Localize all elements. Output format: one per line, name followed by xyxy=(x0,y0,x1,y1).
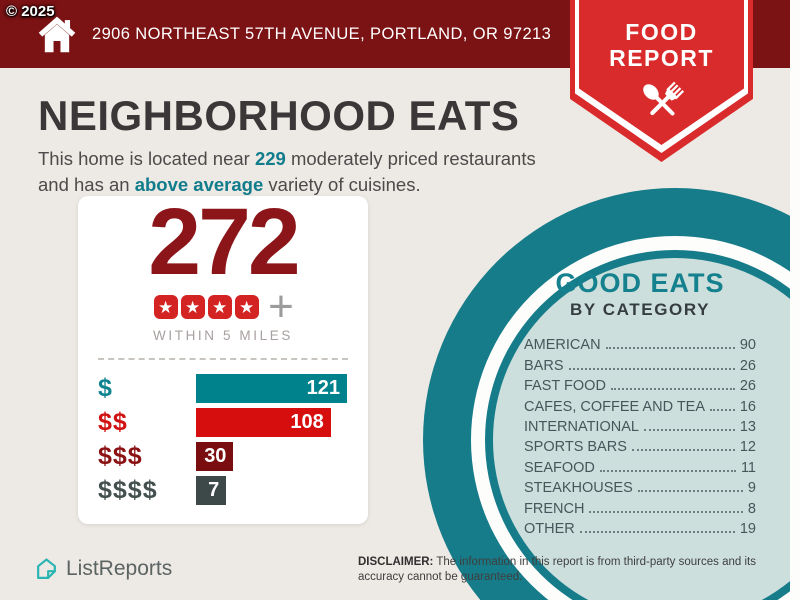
price-tier-row: $$$ 30 xyxy=(98,442,348,471)
house-icon xyxy=(38,16,76,53)
dotted-leader xyxy=(710,408,735,411)
total-restaurant-count: 272 xyxy=(148,189,301,295)
food-report-badge: FOOD REPORT xyxy=(570,0,753,162)
category-label: OTHER xyxy=(524,520,575,537)
category-value: 90 xyxy=(739,337,756,354)
category-row: STEAKHOUSES 9 xyxy=(524,476,756,496)
property-address: 2906 NORTHEAST 57TH AVENUE, PORTLAND, OR… xyxy=(92,24,552,43)
category-label: AMERICAN xyxy=(524,337,601,354)
price-tier-row: $$$$ 7 xyxy=(98,476,348,505)
category-row: BARS 26 xyxy=(524,353,756,374)
category-value: 13 xyxy=(739,418,756,435)
badge-title-line2: REPORT xyxy=(609,44,714,71)
category-value: 19 xyxy=(739,520,756,537)
yelp-star-icon: ★ xyxy=(234,295,259,319)
price-tier-label: $$$ xyxy=(98,442,143,470)
subtitle-post: variety of cuisines. xyxy=(263,174,421,196)
price-tier-label: $$ xyxy=(98,408,128,436)
listreports-house-icon xyxy=(37,558,56,579)
dotted-leader xyxy=(610,388,735,391)
category-label: FRENCH xyxy=(524,500,585,517)
category-value: 16 xyxy=(739,398,756,415)
price-tier-row: $$ 108 xyxy=(98,408,348,437)
subtitle-mid: moderately priced restaurants and has an xyxy=(38,148,536,196)
variety-highlight: above average xyxy=(134,174,264,196)
category-label: CAFES, COFFEE AND TEA xyxy=(524,398,706,415)
category-value: 26 xyxy=(739,357,756,374)
disclaimer: DISCLAIMER: The information in this repo… xyxy=(358,555,790,585)
category-value: 8 xyxy=(747,500,756,517)
category-row: SEAFOOD 11 xyxy=(524,455,756,476)
category-label: SEAFOOD xyxy=(524,459,595,476)
category-row: CAFES, COFFEE AND TEA 16 xyxy=(524,394,756,415)
disclaimer-label: DISCLAIMER: xyxy=(358,556,434,568)
star-rating-row: ★ ★ ★ ★ + xyxy=(98,282,348,331)
price-tier-bar: 30 xyxy=(196,442,234,471)
dotted-leader xyxy=(631,449,735,452)
category-row: FAST FOOD 26 xyxy=(524,374,756,394)
good-eats-title: GOOD EATS xyxy=(555,268,725,298)
dotted-leader xyxy=(643,428,735,431)
crossed-spoon-fork-icon xyxy=(642,81,684,116)
category-label: STEAKHOUSES xyxy=(524,480,633,497)
dotted-leader xyxy=(605,347,735,350)
category-row: OTHER 19 xyxy=(524,517,756,537)
dotted-leader xyxy=(589,510,743,513)
price-tier-label: $$$$ xyxy=(98,476,158,504)
subtitle-pre: This home is located near xyxy=(38,148,255,169)
price-tier-value: 121 xyxy=(306,377,340,399)
dotted-leader xyxy=(579,530,735,533)
dotted-leader xyxy=(637,490,743,493)
page-title: NEIGHBORHOOD EATS xyxy=(38,92,520,139)
restaurant-count: 229 xyxy=(254,148,286,169)
category-list: AMERICAN 90 BARS 26 FAST FOOD 26 CAFES, COFFEE… xyxy=(524,333,756,537)
star-icons: ★ ★ ★ ★ xyxy=(152,295,260,319)
good-eats-subtitle: BY CATEGORY xyxy=(569,300,711,319)
price-tier-value: 108 xyxy=(290,411,324,433)
listreports-logo: ListReports xyxy=(34,556,172,581)
category-row: SPORTS BARS 12 xyxy=(524,435,756,455)
price-tier-value: 7 xyxy=(208,479,220,501)
page-subtitle: This home is located near 229 moderately… xyxy=(38,146,570,199)
badge-title-line1: FOOD xyxy=(625,19,698,45)
good-eats-panel: GOOD EATS BY CATEGORY AMERICAN 90 BARS 26 FA… xyxy=(524,268,756,537)
category-value: 26 xyxy=(739,378,756,395)
dotted-leader xyxy=(568,367,735,370)
radius-label: WITHIN 5 MILES xyxy=(153,328,293,343)
category-label: SPORTS BARS xyxy=(524,439,627,456)
copyright-notice: © 2025 xyxy=(6,3,55,20)
yelp-star-icon: ★ xyxy=(153,295,178,319)
category-label: INTERNATIONAL xyxy=(524,418,639,435)
price-tier-label: $ xyxy=(98,374,113,402)
dotted-leader xyxy=(599,469,736,472)
yelp-star-icon: ★ xyxy=(207,295,232,319)
category-row: FRENCH 8 xyxy=(524,496,756,517)
category-value: 9 xyxy=(747,480,756,497)
category-label: FAST FOOD xyxy=(524,378,606,395)
category-row: INTERNATIONAL 13 xyxy=(524,415,756,435)
price-tier-value: 30 xyxy=(204,445,227,467)
category-value: 11 xyxy=(740,459,756,476)
category-value: 12 xyxy=(739,439,756,456)
right-page-margin xyxy=(790,0,800,600)
category-row: AMERICAN 90 xyxy=(524,333,756,353)
price-tier-bar: 121 xyxy=(196,374,347,403)
category-label: BARS xyxy=(524,357,564,374)
price-tier-bar: 7 xyxy=(196,476,227,505)
dashed-divider xyxy=(98,358,348,360)
badge-content: FOOD REPORT xyxy=(570,0,753,135)
yelp-star-icon: ★ xyxy=(180,295,205,319)
listreports-logo-text: ListReports xyxy=(66,556,173,580)
price-tier-row: $121 xyxy=(98,374,348,403)
price-tier-bar: 108 xyxy=(196,408,331,437)
plus-sign: + xyxy=(268,282,294,331)
restaurant-summary-card: 272 ★ ★ ★ ★ + WITHIN 5 MILES $121 $$ 108 $$$ 30… xyxy=(78,189,368,524)
price-tier-bar-chart: $121 $$ 108 $$$ 30 $$$$ 7 xyxy=(98,374,348,505)
disclaimer-text: The information in this report is from t… xyxy=(358,556,756,584)
